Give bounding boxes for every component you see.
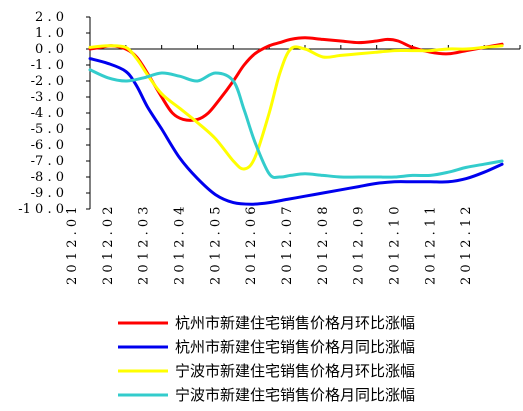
x-tick-label: 2 0 1 2 . 0 8	[316, 206, 331, 285]
y-tick-label: -6 . 0	[31, 138, 64, 153]
chart-series	[88, 36, 504, 206]
x-tick-label: 2 0 1 2 . 0 6	[244, 206, 259, 285]
y-tick-label: -7 . 0	[31, 154, 64, 169]
legend-label: 杭州市新建住宅销售价格月环比涨幅	[175, 314, 415, 332]
series-ningbo-yoy-line	[88, 68, 504, 179]
y-tick-label: -9 . 0	[31, 186, 64, 201]
x-tick-label: 2 0 1 2 . 0 1	[65, 206, 80, 285]
legend-label: 宁波市新建住宅销售价格月同比涨幅	[175, 386, 415, 404]
legend-label: 宁波市新建住宅销售价格月环比涨幅	[175, 362, 415, 380]
x-tick-label: 2 0 1 2 . 1 0	[388, 206, 403, 285]
y-tick-label: -4 . 0	[31, 106, 64, 121]
x-tick-label: 2 0 1 2 . 0 4	[173, 206, 188, 285]
x-tick-label: 2 0 1 2 . 0 7	[280, 206, 295, 285]
x-tick-label: 2 0 1 2 . 0 3	[137, 206, 152, 285]
chart-axes: 2 . 01 . 00 . 0-1 . 0-2 . 0-3 . 0-4 . 0-…	[18, 10, 521, 285]
x-tick-label: 2 0 1 2 . 0 2	[101, 206, 116, 285]
y-tick-label: 1 . 0	[35, 26, 64, 41]
x-tick-label: 2 0 1 2 . 1 1	[423, 206, 438, 285]
y-tick-label: -8 . 0	[31, 170, 64, 185]
y-tick-label: -5 . 0	[31, 122, 64, 137]
series-ningbo-mom-line	[88, 44, 504, 171]
legend-label: 杭州市新建住宅销售价格月同比涨幅	[175, 338, 415, 356]
chart-legend: 杭州市新建住宅销售价格月环比涨幅杭州市新建住宅销售价格月同比涨幅宁波市新建住宅销…	[118, 314, 415, 404]
series-hangzhou-yoy-line	[88, 57, 504, 206]
y-tick-label: 0 . 0	[35, 42, 64, 57]
y-tick-label: -1 . 0	[31, 58, 64, 73]
y-tick-label: 2 . 0	[35, 10, 64, 25]
x-tick-label: 2 0 1 2 . 1 2	[459, 206, 474, 285]
y-tick-label: -2 . 0	[31, 74, 64, 89]
x-tick-label: 2 0 1 2 . 0 5	[208, 206, 223, 285]
y-tick-label: -3 . 0	[31, 90, 64, 105]
x-tick-label: 2 0 1 2 . 0 9	[352, 206, 367, 285]
y-tick-label: -1 0 . 0	[18, 202, 64, 217]
